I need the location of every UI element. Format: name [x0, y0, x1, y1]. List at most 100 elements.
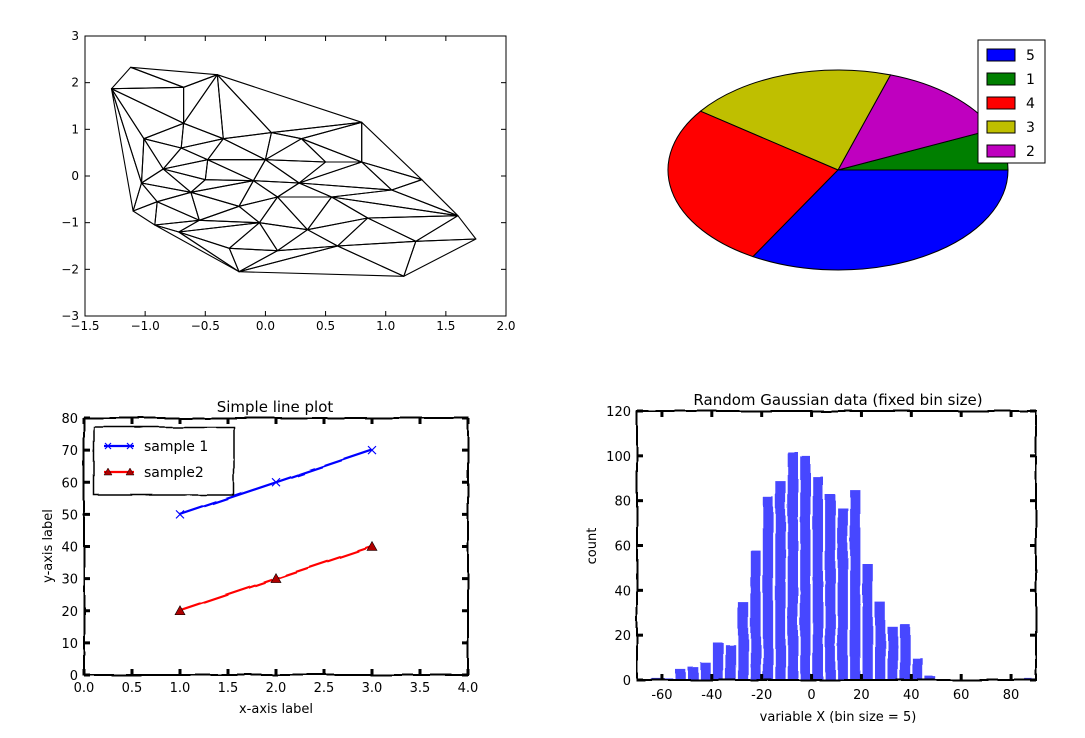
y-tick-label: 120	[606, 405, 631, 420]
mesh-triangle	[110, 88, 185, 140]
pie-legend-swatch	[986, 96, 1016, 110]
pie-legend-swatch	[986, 72, 1016, 86]
x-tick-label: 80	[1003, 688, 1020, 703]
y-tick-label: 70	[61, 444, 78, 459]
x-tick-label: 0.0	[74, 681, 95, 696]
y-tick-label: 40	[61, 541, 78, 556]
x-tick-label: 1.5	[436, 319, 455, 333]
mesh-triangle	[415, 215, 477, 242]
histogram-bar	[811, 475, 825, 681]
x-tick-label: 20	[853, 688, 870, 703]
mesh-triangle	[337, 240, 417, 277]
y-tick-label: 20	[614, 629, 631, 644]
histogram-bar	[848, 488, 862, 681]
mesh-triangle	[228, 222, 279, 252]
mesh-triangle	[276, 229, 339, 252]
x-tick-label: 0.5	[316, 319, 335, 333]
mesh-triangle	[216, 74, 272, 140]
legend-marker	[104, 442, 112, 450]
histogram-bars	[649, 450, 1037, 681]
mesh-triangle	[222, 132, 272, 161]
mesh-triangle	[252, 180, 300, 198]
mesh-triangle	[238, 196, 279, 224]
histogram-bar	[749, 549, 762, 681]
triangulation-y-ticks: −3 −2 −1 0 1 2 3	[61, 29, 506, 323]
mesh-triangle	[258, 196, 309, 231]
x-tick-label: -40	[701, 688, 722, 703]
triangulation-axes-frame	[84, 35, 507, 317]
mesh-triangle	[361, 161, 423, 191]
y-tick-label: 50	[61, 508, 78, 523]
histogram-bar	[724, 643, 737, 681]
mesh-triangle	[264, 132, 303, 161]
y-tick-label: 1	[71, 122, 79, 136]
x-tick-label: 1.5	[218, 681, 239, 696]
x-tick-label: 2.0	[496, 319, 515, 333]
mesh-triangle	[110, 88, 143, 212]
mesh-triangle	[178, 231, 240, 273]
pie-legend-label: 4	[1026, 96, 1035, 112]
x-tick-label: -20	[751, 688, 772, 703]
line-y-ticks: 0 10 20 30 40 50 60 70 80	[61, 412, 468, 684]
mesh-triangle	[132, 201, 158, 226]
triangulation-chart: −1.5 −1.0 −0.5 0.0 0.5 1.0 1.5 2.0 −3 −2 −1 0 1 2 3	[61, 29, 515, 333]
line-series	[174, 445, 378, 616]
data-point-triangle-marker	[270, 573, 282, 583]
mesh-triangle	[156, 191, 200, 221]
data-point-x-marker	[271, 477, 281, 487]
mesh-triangle	[300, 138, 363, 163]
y-tick-label: 20	[61, 605, 78, 620]
mesh-triangle	[162, 147, 209, 170]
mesh-triangle	[180, 138, 224, 161]
histogram-bar	[898, 623, 912, 681]
mesh-triangle	[264, 138, 327, 163]
data-point-triangle-marker	[174, 605, 186, 616]
y-tick-label: 80	[614, 495, 631, 510]
histogram-bar	[674, 668, 688, 681]
mesh-triangle	[190, 191, 240, 221]
mesh-triangle	[183, 74, 224, 140]
mesh-triangle	[238, 245, 405, 277]
x-tick-label: −1.0	[131, 319, 160, 333]
y-tick-label: 100	[606, 450, 631, 465]
line-chart: Simple line plot 0.0 0.5 1.0 1.5 2.0 2.5 3.0 3.…	[41, 398, 478, 717]
y-tick-label: 2	[71, 76, 79, 90]
mesh-triangle	[403, 238, 477, 277]
histogram-bar	[686, 665, 700, 681]
mesh-triangle	[270, 121, 363, 140]
mesh-triangle	[143, 122, 185, 149]
mesh-triangle	[216, 74, 363, 134]
y-tick-label: 30	[61, 573, 78, 588]
pie-chart: 5 1 4 3 2	[667, 39, 1046, 271]
x-tick-label: 1.0	[170, 681, 191, 696]
mesh-triangle	[306, 217, 369, 247]
mesh-triangle	[180, 122, 224, 149]
y-tick-label: 0	[70, 669, 78, 684]
y-tick-label: −2	[61, 262, 79, 276]
y-tick-label: 40	[614, 584, 631, 599]
legend-label: sample2	[144, 465, 204, 481]
histogram-bar	[886, 625, 900, 681]
pie-legend-swatch	[986, 120, 1016, 134]
mesh-triangle	[204, 159, 254, 182]
pie-slice	[667, 110, 839, 258]
mesh-triangle	[207, 138, 266, 161]
pie-legend-swatch	[986, 48, 1016, 62]
histogram-bar	[774, 479, 787, 681]
y-tick-label: 60	[61, 476, 78, 491]
pie-legend-label: 2	[1026, 144, 1035, 160]
histogram-bar	[761, 495, 775, 681]
mesh-triangle	[130, 66, 218, 88]
triangulation-x-ticks: −1.5 −1.0 −0.5 0.0 0.5 1.0 1.5 2.0	[70, 36, 516, 333]
pie-legend-swatch	[986, 144, 1016, 158]
histogram-bar	[711, 641, 725, 681]
histogram-bar	[861, 562, 875, 681]
y-tick-label: −1	[61, 216, 79, 230]
x-tick-label: 2.5	[314, 681, 335, 696]
line-x-ticks: 0.0 0.5 1.0 1.5 2.0 2.5 3.0 3.5 4.0	[74, 418, 479, 696]
pie-slice	[699, 69, 892, 171]
x-tick-label: 0.0	[256, 319, 275, 333]
x-tick-label: 60	[953, 688, 970, 703]
pie-legend-label: 1	[1026, 72, 1035, 88]
x-tick-label: 4.0	[458, 681, 479, 696]
